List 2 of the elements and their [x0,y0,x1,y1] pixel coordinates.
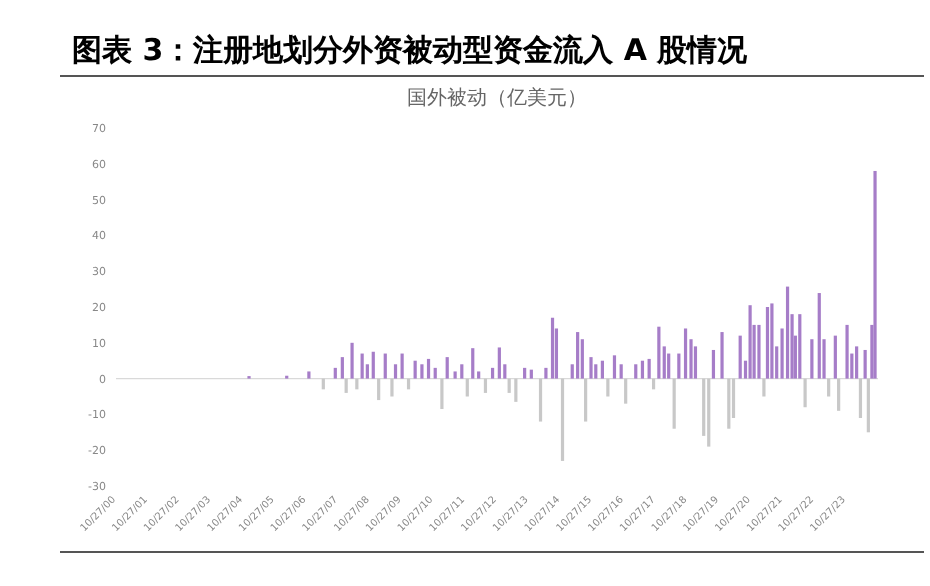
chart-title: 图表 3：注册地划分外资被动型资金流入 A 股情况 [72,32,750,68]
chart-subtitle: 国外被动（亿美元） [407,86,587,110]
